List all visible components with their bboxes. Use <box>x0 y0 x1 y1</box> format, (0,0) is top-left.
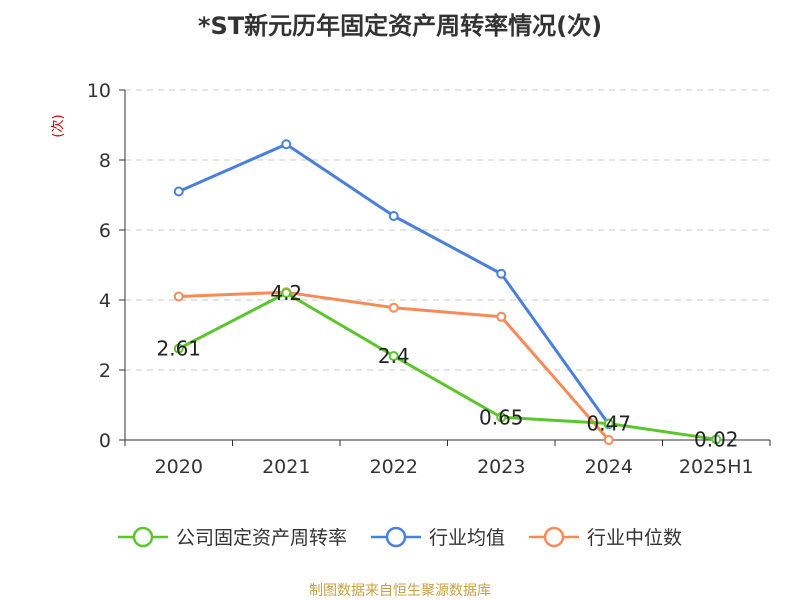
x-tick-label: 2022 <box>370 456 418 478</box>
grid <box>125 89 770 371</box>
y-tick-label: 8 <box>99 150 111 172</box>
data-point <box>173 291 184 302</box>
legend-entry[interactable]: 公司固定资产周转率 <box>176 527 347 549</box>
series-layer <box>173 139 722 445</box>
legend-marker-circle <box>132 526 154 548</box>
legend: 公司固定资产周转率 行业均值 行业中位数 <box>118 526 682 549</box>
x-tick-label: 2023 <box>477 456 525 478</box>
data-point <box>603 418 614 429</box>
x-tick-label: 2020 <box>155 456 203 478</box>
legend-marker-circle <box>543 526 565 548</box>
y-tick-label: 6 <box>99 220 111 242</box>
data-point <box>281 139 292 150</box>
legend-entry[interactable]: 行业均值 <box>429 527 505 549</box>
data-point <box>281 288 292 298</box>
legend-entry[interactable]: 行业中位数 <box>587 527 682 549</box>
source-note: 制图数据来自恒生聚源数据库 <box>309 583 491 599</box>
x-tick-label: 2021 <box>262 456 310 478</box>
data-point <box>496 268 507 279</box>
data-point <box>388 211 399 221</box>
data-point <box>711 434 722 445</box>
y-tick-label: 4 <box>99 290 111 312</box>
data-label: 2.61 <box>156 337 201 361</box>
chart-title: *ST新元历年固定资产周转率情况(次) <box>198 12 602 40</box>
data-label: 2.4 <box>378 344 410 368</box>
y-tick-label: 0 <box>99 430 111 452</box>
data-point <box>388 351 399 361</box>
y-axis-label: (次) <box>50 114 66 137</box>
x-tick-label: 2025H1 <box>679 456 754 478</box>
data-point <box>388 302 399 313</box>
data-point <box>603 435 614 445</box>
data-point <box>173 343 184 354</box>
data-label: 0.65 <box>479 405 524 429</box>
data-label: 0.02 <box>694 427 739 451</box>
series-line-0 <box>178 291 717 441</box>
data-label: 4.2 <box>270 281 302 305</box>
y-tick-label: 10 <box>87 80 111 102</box>
data-point <box>496 311 507 322</box>
x-tick-label: 2024 <box>585 456 633 478</box>
data-labels: 2.61 4.2 2.4 0.65 0.47 0.02 <box>156 281 738 451</box>
y-tick-label: 2 <box>99 360 111 382</box>
series-line-1 <box>178 142 610 426</box>
data-point <box>173 186 184 197</box>
data-point <box>496 412 507 423</box>
data-label: 0.47 <box>586 412 631 436</box>
legend-marker-circle <box>385 526 407 548</box>
axes: 0 2 4 6 8 10 2020 2021 2022 2023 2024 2025H1 <box>87 80 771 478</box>
